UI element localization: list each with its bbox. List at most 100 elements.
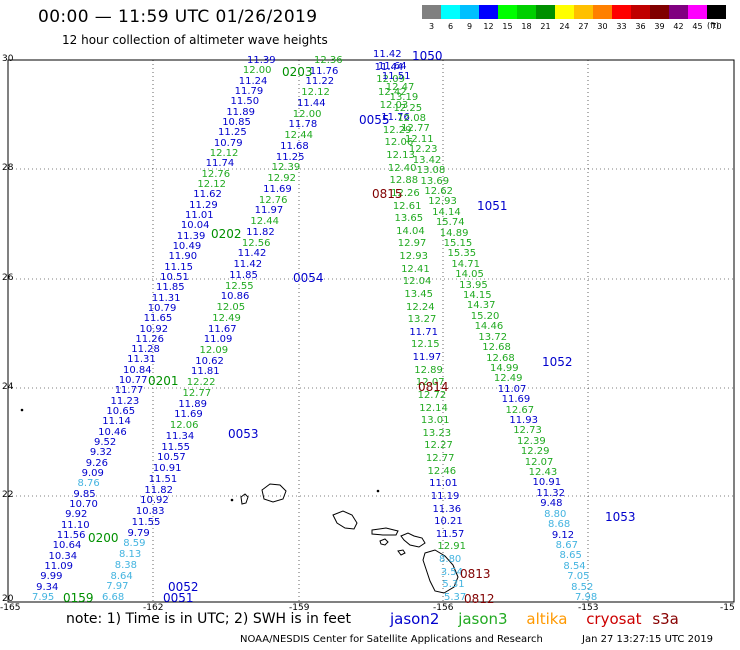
wave-height-value: 12.49 — [212, 312, 241, 324]
wave-height-value: 12.12 — [209, 147, 239, 159]
wave-height-value: 8.80 — [439, 554, 462, 566]
wave-height-value: 9.09 — [81, 468, 104, 480]
wave-height-value: 13.65 — [394, 213, 424, 225]
wave-height-value: 14.46 — [474, 321, 504, 333]
wave-height-value: 11.39 — [247, 55, 276, 66]
wave-height-value: 9.92 — [65, 509, 88, 521]
track-label: 0159 — [63, 591, 94, 605]
wave-height-value: 13.69 — [420, 175, 450, 187]
wave-height-value: 8.59 — [123, 538, 146, 550]
wave-height-value: 12.39 — [271, 162, 301, 174]
wave-height-value: 12.49 — [493, 373, 523, 385]
wave-height-value: 11.82 — [246, 226, 275, 238]
wave-height-value: 10.79 — [213, 137, 243, 149]
wave-height-value: 14.04 — [396, 225, 425, 237]
wave-height-value: 11.42 — [237, 248, 267, 260]
lat-tick: 24 — [2, 382, 14, 392]
footer-credit: NOAA/NESDIS Center for Satellite Applica… — [240, 634, 543, 645]
wave-height-value: 12.06 — [169, 420, 199, 432]
wave-height-value: 11.31 — [127, 354, 156, 366]
wave-height-value: 12.24 — [406, 301, 435, 313]
colorbar — [422, 5, 726, 19]
wave-height-value: 12.89 — [414, 364, 443, 376]
wave-height-value: 11.78 — [288, 119, 318, 131]
wave-height-value: 11.24 — [238, 75, 268, 87]
wave-height-value: 11.76 — [381, 112, 410, 124]
wave-height-value: 8.67 — [555, 539, 578, 551]
map-grid — [8, 60, 734, 602]
wave-height-value: 11.25 — [218, 127, 247, 139]
colorbar-unit: (ft) — [707, 21, 720, 30]
wave-height-value: 12.43 — [528, 467, 558, 479]
wave-height-value: 12.47 — [385, 81, 415, 93]
wave-height-value: 6.68 — [102, 592, 125, 603]
wave-height-value: 9.12 — [551, 529, 575, 541]
wave-height-value: 12.42 — [377, 86, 407, 98]
colorbar-labels: 3 6 9 12 15 18 21 24 27 30 33 36 39 42 45 70 — [422, 22, 726, 31]
colorbar-swatch — [669, 5, 688, 19]
wave-height-value: 10.34 — [48, 550, 78, 562]
legend-cryosat: cryosat — [586, 610, 642, 628]
wave-height-value: 12.68 — [486, 352, 515, 364]
colorbar-swatch — [650, 5, 669, 19]
wave-height-value: 12.11 — [405, 133, 434, 145]
wave-height-value: 11.69 — [263, 183, 292, 195]
wave-height-value: 11.62 — [193, 189, 222, 201]
wave-height-value: 12.77 — [182, 387, 212, 399]
wave-height-value: 11.97 — [254, 205, 284, 217]
wave-height-value: 13.95 — [459, 279, 488, 291]
lon-tick: -159 — [289, 603, 310, 613]
wave-height-value: 12.44 — [250, 216, 280, 228]
island-molokai — [371, 527, 399, 536]
wave-height-value: 11.07 — [497, 383, 527, 395]
colorbar-label: 39 — [654, 22, 665, 31]
wave-height-value: 8.76 — [77, 478, 100, 490]
wave-height-value: 15.74 — [435, 217, 465, 229]
wave-height-value: 11.81 — [191, 366, 220, 378]
wave-height-value: 11.32 — [536, 487, 565, 499]
wave-height-value: 11.55 — [131, 516, 161, 528]
wave-height-value: 15.20 — [470, 310, 500, 322]
wave-height-value: 11.22 — [305, 76, 335, 88]
wave-height-value: 9.99 — [40, 571, 63, 583]
legend-altika: altika — [526, 610, 568, 628]
lat-tick: 22 — [2, 490, 14, 500]
wave-height-value: 10.64 — [52, 540, 82, 552]
wave-height-value: 10.46 — [98, 426, 127, 438]
wave-height-value: 11.69 — [174, 409, 203, 421]
colorbar-label: 18 — [521, 22, 532, 31]
wave-height-value: 10.92 — [139, 323, 169, 335]
wave-height-value: 11.42 — [233, 259, 263, 271]
colorbar-label: 45 — [692, 22, 703, 31]
island-kahoolawe — [397, 549, 406, 556]
wave-height-value: 9.48 — [540, 498, 563, 510]
colorbar-swatch — [441, 5, 460, 19]
colorbar-label: 6 — [447, 22, 454, 31]
wave-height-value: 11.77 — [114, 385, 144, 397]
wave-height-value: 11.25 — [275, 151, 305, 163]
island-lanai — [379, 538, 389, 546]
wave-height-value: 12.72 — [417, 389, 447, 401]
wave-height-value: 11.55 — [161, 441, 190, 453]
wave-height-value: 11.69 — [501, 394, 531, 406]
wave-height-value: 11.15 — [164, 261, 193, 273]
wave-height-value: 12.04 — [402, 276, 432, 288]
wave-height-value: 11.14 — [102, 416, 131, 428]
wave-height-value: 13.27 — [407, 314, 437, 326]
track-label: 0202 — [211, 227, 242, 241]
colorbar-label: 70 — [711, 22, 722, 31]
colorbar-swatch — [555, 5, 574, 19]
legend-jason2: jason2 — [390, 610, 440, 628]
wave-height-value: 11.42 — [373, 49, 402, 60]
wave-height-value: 12.44 — [284, 130, 313, 142]
wave-height-value: 11.01 — [429, 478, 458, 490]
wave-height-value: 12.62 — [424, 185, 453, 197]
wave-height-value: 11.93 — [509, 415, 538, 426]
lat-tick: 30 — [2, 54, 14, 64]
islet-dot — [376, 489, 380, 493]
colorbar-label: 24 — [559, 22, 570, 31]
wave-height-value: 10.65 — [106, 406, 136, 418]
wave-height-value: 12.56 — [241, 237, 271, 249]
wave-height-value: 10.70 — [69, 499, 98, 511]
